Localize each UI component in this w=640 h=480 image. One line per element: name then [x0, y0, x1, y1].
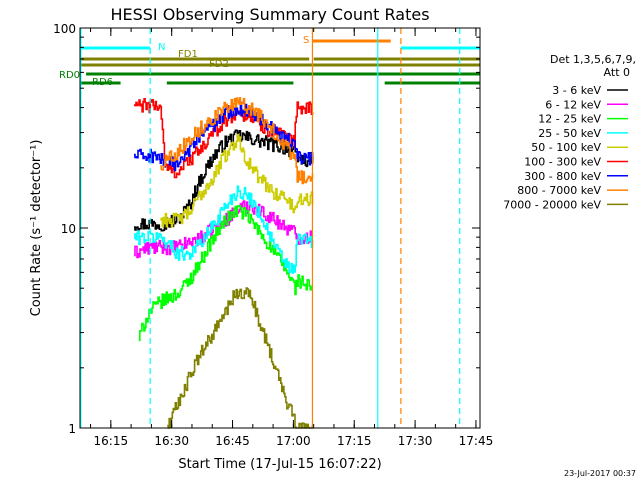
y-tick-label: 1: [68, 422, 76, 436]
series-line-7000-20000-kev: [167, 287, 314, 429]
legend-label-7000-20000-kev: 7000 - 20000 keV: [503, 198, 601, 211]
flag-label-rd0: RD0: [59, 70, 80, 81]
axis-layer: 16:15 16:30 16:45 17:00 17:15 17:30 17:45 1 10 10…: [53, 22, 493, 448]
y-axis-label-text: Count Rate (s⁻¹ detector⁻¹): [29, 140, 44, 317]
legend-label-300-800-kev: 300 - 800 keV: [524, 170, 601, 183]
legend-header-line: Att 0: [604, 66, 630, 79]
x-tick-label: 16:15: [94, 434, 129, 448]
x-tick-label: 17:15: [337, 434, 372, 448]
series-line-100-300-kev: [134, 98, 314, 179]
legend-label-25-50-kev: 25 - 50 keV: [538, 127, 601, 140]
flag-label-fd2: FD2: [209, 59, 229, 70]
series-layer: [134, 97, 314, 429]
flag-label-fd1: FD1: [178, 49, 198, 60]
legend-label-12-25-kev: 12 - 25 keV: [538, 113, 601, 126]
x-tick-label: 17:00: [276, 434, 311, 448]
legend-label-800-7000-kev: 800 - 7000 keV: [517, 184, 601, 197]
legend-label-3-6-kev: 3 - 6 keV: [552, 84, 601, 97]
legend-header-line: Det 1,3,5,6,7,9,: [550, 53, 636, 66]
x-tick-label: 17:45: [459, 434, 494, 448]
chart-title: HESSI Observing Summary Count Rates: [110, 5, 429, 24]
flag-label-s: S: [303, 35, 309, 46]
legend-label-100-300-kev: 100 - 300 keV: [524, 156, 601, 169]
orbit-line-layer: [80, 28, 461, 428]
flag-label-n: N: [158, 42, 165, 53]
y-tick-label: 100: [53, 22, 76, 36]
x-tick-label: 16:30: [154, 434, 189, 448]
y-axis-label: Count Rate (s⁻¹ detector⁻¹): [29, 140, 44, 317]
x-axis-label: Start Time (17-Jul-15 16:07:22): [178, 457, 381, 472]
series-line-50-100-kev: [160, 133, 314, 228]
x-tick-label: 16:45: [215, 434, 250, 448]
series-line-800-7000-kev: [160, 97, 314, 185]
legend-label-6-12-kev: 6 - 12 keV: [545, 98, 601, 111]
legend-label-50-100-kev: 50 - 100 keV: [531, 141, 601, 154]
flag-label-rd6: RD6: [92, 77, 113, 88]
y-tick-label: 10: [61, 222, 76, 236]
footer-date: 23-Jul-2017 00:37: [564, 469, 636, 478]
flag-layer: FD1 FD2 RD0 RD6 N S: [59, 35, 480, 88]
series-line-25-50-kev: [134, 185, 314, 274]
x-tick-label: 17:30: [398, 434, 433, 448]
